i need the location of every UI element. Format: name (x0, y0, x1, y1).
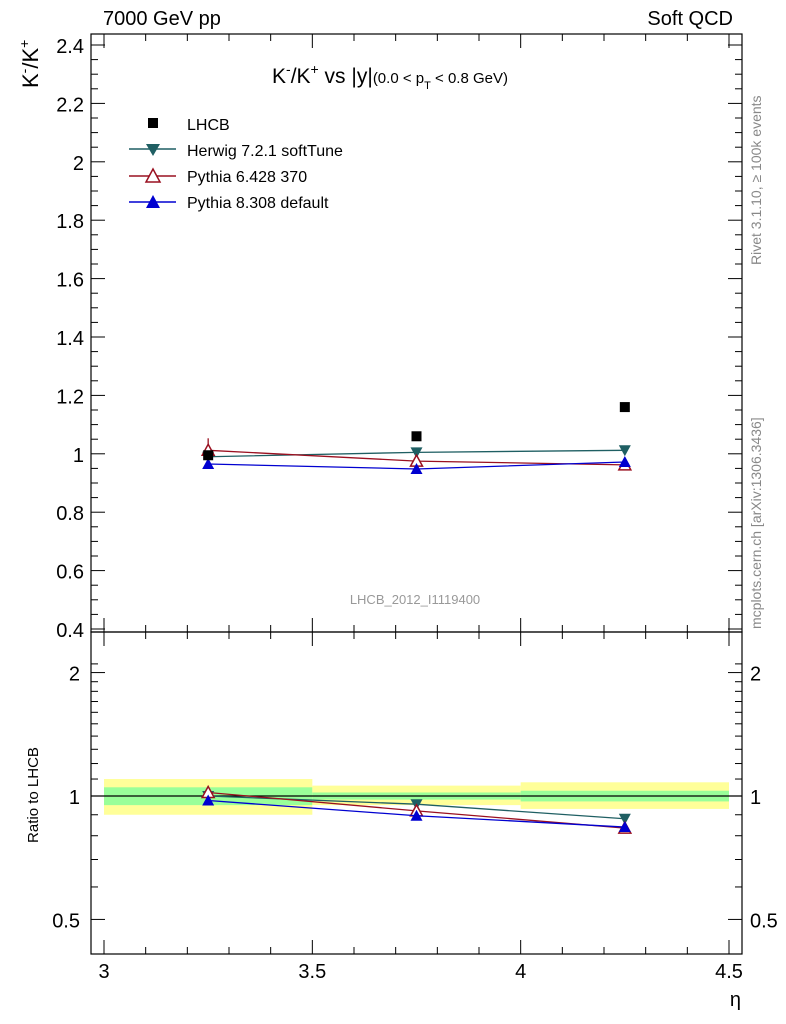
legend-label-pythia8: Pythia 8.308 default (187, 195, 329, 212)
legend-label-lhcb: LHCB (187, 117, 230, 134)
x-tick-label: 3.5 (298, 961, 326, 983)
main-y-ticks: 0.4 0.6 0.8 1 1.2 1.4 1.6 1.8 2 2.2 2.4 (56, 36, 742, 642)
legend-marker-pythia8 (146, 195, 160, 208)
rivet-version-label: Rivet 3.1.10, ≥ 100k events (748, 95, 764, 265)
main-y-tick-label: 0.8 (56, 503, 84, 525)
main-y-tick-label: 0.4 (56, 620, 84, 642)
header-left-label: 7000 GeV pp (103, 8, 221, 30)
x-tick-label: 4.5 (715, 961, 743, 983)
main-y-tick-label: 1.6 (56, 270, 84, 292)
ratio-y-tick-label-right: 1 (750, 787, 761, 809)
legend-marker-pythia6 (144, 167, 162, 183)
main-point-pythia8 (618, 455, 631, 467)
ratio-point-herwig (618, 813, 631, 825)
main-y-axis-label: K-/K+ (16, 40, 43, 88)
ratio-y-tick-label: 2 (69, 664, 80, 686)
x-axis-label: η (730, 989, 741, 1011)
main-y-tick-label: 1.2 (56, 386, 84, 408)
main-y-tick-label: 1.4 (56, 328, 84, 350)
header-right-label: Soft QCD (647, 8, 733, 30)
ratio-plot-frame (90, 631, 743, 955)
main-point-pythia8 (410, 462, 423, 474)
main-point-herwig (618, 445, 631, 457)
main-y-tick-label: 2.4 (56, 36, 84, 58)
legend-marker-herwig (146, 144, 160, 156)
main-point-pythia8 (202, 458, 215, 470)
ratio-point-pythia8 (202, 794, 215, 806)
main-series-group (200, 402, 633, 474)
legend-label-pythia6: Pythia 6.428 370 (187, 169, 307, 186)
ratio-x-ticks: 3 3.5 4 4.5 (98, 632, 743, 983)
ratio-y-tick-label: 0.5 (52, 910, 80, 932)
legend-marker-lhcb (148, 118, 158, 128)
x-tick-label: 3 (98, 961, 109, 983)
main-y-tick-label: 2 (73, 153, 84, 175)
main-x-ticks (103, 34, 730, 632)
main-point-herwig (410, 447, 423, 459)
ratio-point-pythia8 (618, 821, 631, 833)
source-label: mcplots.cern.ch [arXiv:1306.3436] (748, 417, 764, 629)
analysis-watermark: LHCB_2012_I1119400 (350, 592, 480, 607)
main-y-tick-label: 1.8 (56, 211, 84, 233)
chart-title: K-/K+ vs |y|(0.0 < pT < 0.8 GeV) (272, 61, 508, 92)
legend: LHCB Herwig 7.2.1 softTune Pythia 6.428 … (129, 117, 343, 212)
main-point-lhcb (411, 431, 422, 442)
ratio-y-tick-label-right: 0.5 (750, 910, 778, 932)
ratio-point-pythia8 (410, 809, 423, 821)
main-y-tick-label: 2.2 (56, 94, 84, 116)
main-y-tick-label: 1 (73, 445, 84, 467)
main-point-lhcb (619, 402, 630, 413)
ratio-y-axis-label: Ratio to LHCB (25, 747, 42, 843)
ratio-y-tick-label: 1 (69, 787, 80, 809)
legend-label-herwig: Herwig 7.2.1 softTune (187, 143, 343, 160)
main-point-lhcb (203, 450, 214, 461)
ratio-y-tick-label-right: 2 (750, 664, 761, 686)
main-y-tick-label: 0.6 (56, 562, 84, 584)
ratio-series-group (200, 784, 633, 834)
x-tick-label: 4 (515, 961, 526, 983)
ratio-y-ticks: 0.5 0.5 1 1 2 2 (52, 663, 778, 932)
